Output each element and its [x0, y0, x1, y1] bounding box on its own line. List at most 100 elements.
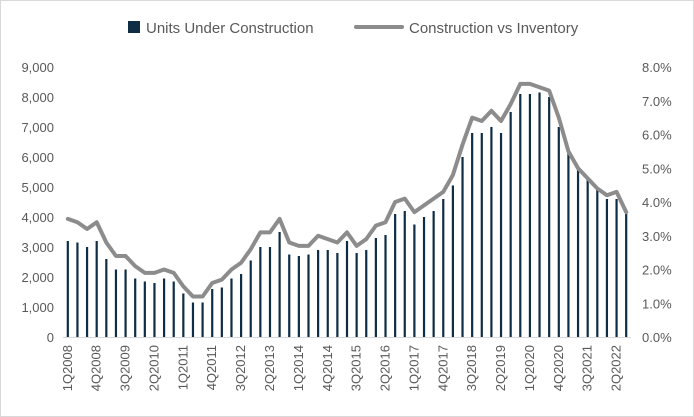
y-left-tick-label: 3,000 [21, 240, 54, 255]
bar-3Q2019 [509, 112, 512, 337]
y-left-tick-label: 2,000 [21, 270, 54, 285]
line-point-3Q2008 [86, 228, 88, 230]
line-point-2Q2020 [539, 86, 541, 88]
bar-3Q2021 [586, 178, 589, 337]
line-point-4Q2012 [250, 248, 252, 250]
line-point-2Q2010 [153, 272, 155, 274]
y-right-tick-label: 6.0% [642, 128, 672, 143]
line-point-4Q2018 [481, 120, 483, 122]
bar-3Q2012 [240, 274, 243, 337]
bar-3Q2022 [625, 214, 628, 337]
bar-3Q2020 [548, 97, 551, 337]
bar-3Q2011 [201, 302, 204, 337]
line-point-3Q2021 [587, 177, 589, 179]
bar-4Q2021 [596, 190, 599, 337]
line-series-construction-vs-inventory [65, 81, 629, 299]
x-tick-label: 1Q2014 [291, 345, 306, 391]
y-left-tick-label: 0 [47, 330, 54, 345]
bar-series-units-under-construction [66, 92, 628, 337]
line-point-1Q2009 [105, 242, 107, 243]
bar-3Q2017 [432, 211, 435, 337]
bar-4Q2016 [403, 211, 406, 337]
legend-swatch-units-under-construction [128, 21, 140, 33]
bar-4Q2017 [442, 199, 445, 337]
line-point-1Q2015 [336, 242, 338, 243]
line-point-3Q2019 [510, 103, 512, 105]
line-point-4Q2009 [134, 265, 136, 267]
bar-1Q2008 [66, 241, 69, 337]
y-left-tick-label: 7,000 [21, 120, 54, 135]
bar-1Q2017 [413, 224, 416, 337]
line-point-1Q2012 [221, 279, 223, 281]
bar-4Q2019 [519, 94, 522, 337]
bar-2Q2010 [153, 283, 156, 337]
y-right-tick-label: 8.0% [642, 60, 672, 75]
x-tick-label: 3Q2012 [233, 345, 248, 391]
x-tick-label: 4Q2017 [435, 345, 450, 391]
y-left-tick-label: 5,000 [21, 180, 54, 195]
line-point-1Q2013 [259, 231, 261, 233]
line-point-3Q2013 [279, 218, 281, 220]
bar-4Q2008 [95, 241, 98, 337]
bar-1Q2015 [336, 253, 339, 337]
line-point-3Q2016 [394, 201, 396, 203]
line-point-3Q2014 [317, 235, 319, 237]
bar-3Q2013 [278, 232, 281, 337]
y-right-tick-label: 0.0% [642, 330, 672, 345]
bar-2Q2021 [576, 169, 580, 337]
x-tick-label: 2Q2019 [493, 345, 508, 391]
bar-1Q2012 [220, 287, 223, 337]
x-tick-label: 4Q2008 [89, 345, 104, 391]
line-point-4Q2016 [404, 198, 406, 200]
y-left-tick-label: 9,000 [21, 60, 54, 75]
line-point-2Q2021 [577, 167, 579, 169]
bar-1Q2021 [567, 152, 570, 337]
line-point-4Q2014 [327, 238, 329, 240]
line-point-4Q2021 [596, 188, 598, 189]
line-point-3Q2017 [433, 198, 435, 200]
line-point-1Q2020 [529, 83, 531, 85]
bar-4Q2014 [326, 250, 329, 337]
line-point-1Q2017 [413, 211, 415, 213]
x-tick-label: 3Q2018 [464, 345, 479, 391]
x-tick-label: 1Q2011 [175, 345, 190, 390]
bar-2Q2011 [191, 302, 195, 337]
line-point-2Q2016 [385, 221, 387, 223]
bar-1Q2016 [374, 238, 377, 337]
bar-2Q2022 [615, 199, 618, 337]
bar-3Q2014 [317, 250, 320, 337]
bar-1Q2014 [297, 256, 300, 337]
bar-2Q2009 [114, 269, 118, 337]
bar-3Q2018 [471, 133, 474, 337]
legend: Units Under Construction Construction vs… [128, 20, 579, 37]
y-axis-left: 0 1,000 2,000 3,000 4,000 5,000 6,000 7,000 8,00… [21, 60, 54, 345]
bar-2Q2015 [345, 241, 349, 337]
bar-3Q2016 [394, 214, 397, 337]
bar-4Q2018 [480, 133, 483, 337]
y-left-tick-label: 8,000 [21, 90, 54, 105]
y-left-tick-label: 4,000 [21, 210, 54, 225]
line-point-1Q2018 [452, 174, 454, 176]
line-point-4Q2011 [211, 282, 213, 284]
bar-2Q2008 [76, 242, 79, 337]
line-point-2Q2012 [230, 269, 232, 270]
x-axis: 1Q2008 4Q2008 3Q2009 2Q2010 1Q2011 4Q2011 3Q20… [60, 337, 631, 391]
line-point-1Q2019 [490, 110, 492, 112]
bar-4Q2011 [211, 289, 214, 337]
x-tick-label: 2Q2010 [146, 345, 161, 391]
line-point-4Q2013 [288, 242, 290, 243]
bar-4Q2010 [172, 281, 175, 337]
x-tick-label: 1Q2008 [60, 345, 75, 391]
bar-1Q2019 [490, 127, 493, 337]
bar-2Q2014 [307, 254, 310, 337]
line-point-2Q2009 [115, 255, 117, 257]
line-point-4Q2017 [442, 191, 444, 193]
bar-2Q2016 [384, 235, 387, 337]
line-point-2Q2011 [192, 296, 194, 297]
x-tick-label: 3Q2009 [118, 345, 133, 391]
x-tick-label: 2Q2022 [609, 345, 624, 391]
line-point-4Q2008 [96, 221, 98, 223]
x-tick-label: 1Q2017 [406, 345, 421, 391]
bar-2Q2020 [538, 92, 541, 337]
